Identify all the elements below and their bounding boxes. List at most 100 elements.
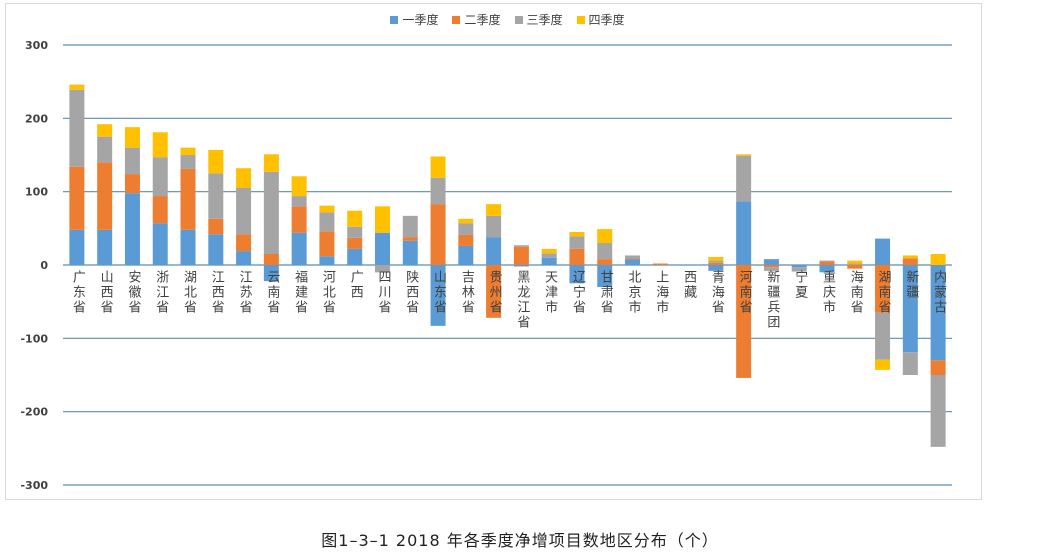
bar-segment-q4 [486, 204, 502, 216]
bar-segment-q3 [486, 215, 502, 238]
bar-segment-q4 [180, 147, 196, 155]
y-tick-label: 100 [25, 186, 48, 199]
legend-swatch-q3 [514, 16, 523, 24]
bars [69, 84, 946, 447]
category-label: 吉林省 [458, 270, 474, 315]
bar-segment-q2 [124, 174, 140, 194]
category-label: 安徽省 [125, 270, 141, 315]
bar-segment-q3 [291, 196, 307, 207]
legend-label-q3: 三季度 [526, 13, 563, 27]
bar-segment-q3 [208, 173, 224, 219]
bar-segment-q3 [69, 89, 85, 167]
bar-segment-q4 [430, 156, 446, 178]
bar-segment-q4 [124, 127, 140, 148]
bar-segment-q3 [152, 157, 168, 197]
bar-segment-q4 [458, 218, 474, 224]
bar-segment-q1 [319, 256, 335, 265]
category-label: 浙江省 [153, 270, 169, 315]
category-label: 河北省 [319, 270, 335, 315]
chart-frame [5, 3, 982, 500]
bar-segment-q1 [69, 229, 85, 265]
bar-segment-q1 [347, 248, 363, 265]
y-tick-label: -300 [20, 479, 48, 492]
bar-segment-q2 [597, 259, 613, 265]
category-label: 北京市 [625, 270, 641, 315]
bar-segment-q1 [402, 240, 418, 265]
category-label: 四川省 [375, 270, 391, 315]
bar-segment-q2 [486, 265, 502, 318]
bar-segment-q2 [930, 360, 946, 375]
category-label: 河南省 [736, 270, 752, 315]
legend-label-q2: 二季度 [464, 13, 501, 27]
legend-item-q3: 三季度 [514, 13, 563, 27]
bar-segment-q1 [180, 229, 196, 265]
bar-segment-q1 [736, 201, 752, 265]
category-label: 湖南省 [875, 270, 891, 315]
bar-segment-q3 [569, 236, 585, 249]
bar-segment-q1 [791, 265, 807, 268]
bar-segment-q2 [652, 263, 668, 265]
bar-segment-q1 [625, 259, 641, 265]
bar-segment-q2 [208, 218, 224, 235]
bar-segment-q2 [902, 258, 918, 265]
bar-segment-q4 [736, 154, 752, 156]
bar-segment-q3 [736, 155, 752, 202]
category-label: 湖北省 [181, 270, 197, 315]
category-label: 辽宁省 [569, 270, 585, 315]
bar-segment-q1 [819, 265, 835, 273]
bar-segment-q2 [763, 265, 779, 268]
bar-segment-q4 [930, 254, 946, 265]
y-tick-label: -200 [20, 406, 48, 419]
bar-segment-q1 [902, 265, 918, 353]
bar-segment-q4 [374, 206, 390, 233]
bar-segment-q4 [875, 359, 891, 370]
bar-segment-q2 [236, 234, 252, 252]
figure-caption: 图1–3–1 2018 年各季度净增项目数地区分布（个） [321, 531, 719, 550]
bar-segment-q2 [402, 237, 418, 241]
bar-segment-q2 [625, 258, 641, 260]
bar-segment-q1 [708, 265, 724, 271]
category-label: 广西 [347, 270, 363, 300]
bar-segment-q3 [930, 375, 946, 447]
y-tick-label: -100 [20, 332, 48, 345]
bar-segment-q2 [319, 231, 335, 257]
bar-segment-q1 [124, 193, 140, 265]
bar-segment-q3 [791, 267, 807, 272]
bar-segment-q3 [263, 171, 279, 254]
bar-segment-q4 [597, 229, 613, 243]
bar-segment-q4 [569, 232, 585, 237]
category-label: 新疆 [903, 270, 919, 300]
category-label: 山东省 [431, 270, 447, 315]
category-label: 福建省 [292, 270, 308, 315]
legend-item-q4: 四季度 [576, 13, 625, 27]
bar-segment-q2 [458, 234, 474, 246]
bar-segment-q3 [180, 155, 196, 169]
bar-segment-q2 [430, 204, 446, 265]
category-label: 江苏省 [236, 270, 252, 315]
category-label: 上海市 [653, 270, 669, 315]
bar-segment-q3 [124, 147, 140, 175]
bar-segment-q3 [541, 253, 557, 258]
bar-segment-q1 [597, 265, 613, 287]
bar-segment-q2 [819, 261, 835, 265]
category-label: 云南省 [264, 270, 280, 315]
category-label: 陕西省 [403, 270, 419, 315]
category-label: 内蒙古 [931, 270, 947, 315]
y-axis-ticks: 300 200 100 0 -100 -200 -300 [20, 39, 48, 492]
bar-segment-q3 [374, 265, 390, 273]
bar-segment-q3 [625, 255, 641, 259]
bar-segment-q2 [180, 168, 196, 230]
bar-segment-q4 [541, 248, 557, 254]
bar-segment-q2 [69, 166, 85, 230]
category-label: 广东省 [69, 270, 85, 315]
category-label: 黑龙江省 [514, 270, 530, 330]
bar-segment-q2 [263, 254, 279, 265]
bar-segment-q4 [69, 84, 85, 90]
bar-segment-q3 [763, 267, 779, 271]
legend-label-q4: 四季度 [588, 13, 625, 27]
bar-segment-q3 [902, 352, 918, 375]
category-label: 新疆兵团 [764, 270, 780, 330]
bar-segment-q3 [236, 188, 252, 235]
bar-segment-q3 [97, 136, 113, 163]
bar-segment-q2 [708, 262, 724, 265]
